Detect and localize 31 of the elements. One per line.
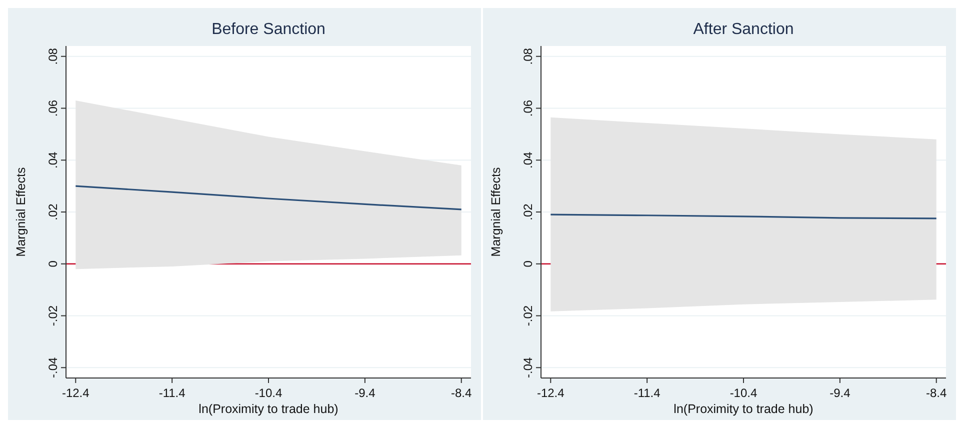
line-series — [74, 185, 462, 210]
y-tick-label: .08 — [521, 48, 535, 65]
y-tick-label: .02 — [521, 203, 535, 220]
x-tick-label: -9.4 — [354, 386, 376, 400]
x-tick-label: -8.4 — [926, 386, 948, 400]
y-tick-label: .04 — [46, 151, 60, 168]
y-tick-label: -.04 — [521, 356, 535, 378]
y-tick-label: .06 — [46, 100, 60, 117]
y-tick-label: -.02 — [46, 305, 60, 326]
x-tick-label: -11.4 — [158, 386, 186, 400]
y-axis-title: Margnial Effects — [14, 167, 28, 257]
y-tick-label: 0 — [46, 260, 60, 268]
x-tick-label: -12.4 — [536, 386, 565, 400]
x-tick-label: -10.4 — [730, 386, 758, 400]
x-tick-label: -10.4 — [254, 386, 282, 400]
x-axis-title: ln(Proximity to trade hub) — [198, 402, 338, 416]
y-tick-label: .08 — [46, 48, 60, 65]
chart-title: Before Sanction — [212, 21, 326, 38]
chart-title: After Sanction — [693, 21, 794, 38]
y-tick-label: .06 — [521, 100, 535, 117]
y-tick-label: -.02 — [521, 305, 535, 326]
x-tick-label: -11.4 — [634, 386, 661, 400]
x-axis-title: ln(Proximity to trade hub) — [674, 402, 814, 416]
y-tick-label: .02 — [46, 203, 60, 220]
y-tick-label: -.04 — [46, 356, 60, 378]
y-axis-title: Margnial Effects — [489, 167, 503, 257]
y-tick-label: .04 — [521, 151, 535, 168]
y-tick-label: 0 — [521, 260, 535, 268]
x-tick-label: -12.4 — [62, 386, 90, 400]
x-tick-label: -9.4 — [830, 386, 851, 400]
x-tick-label: -8.4 — [451, 386, 472, 400]
